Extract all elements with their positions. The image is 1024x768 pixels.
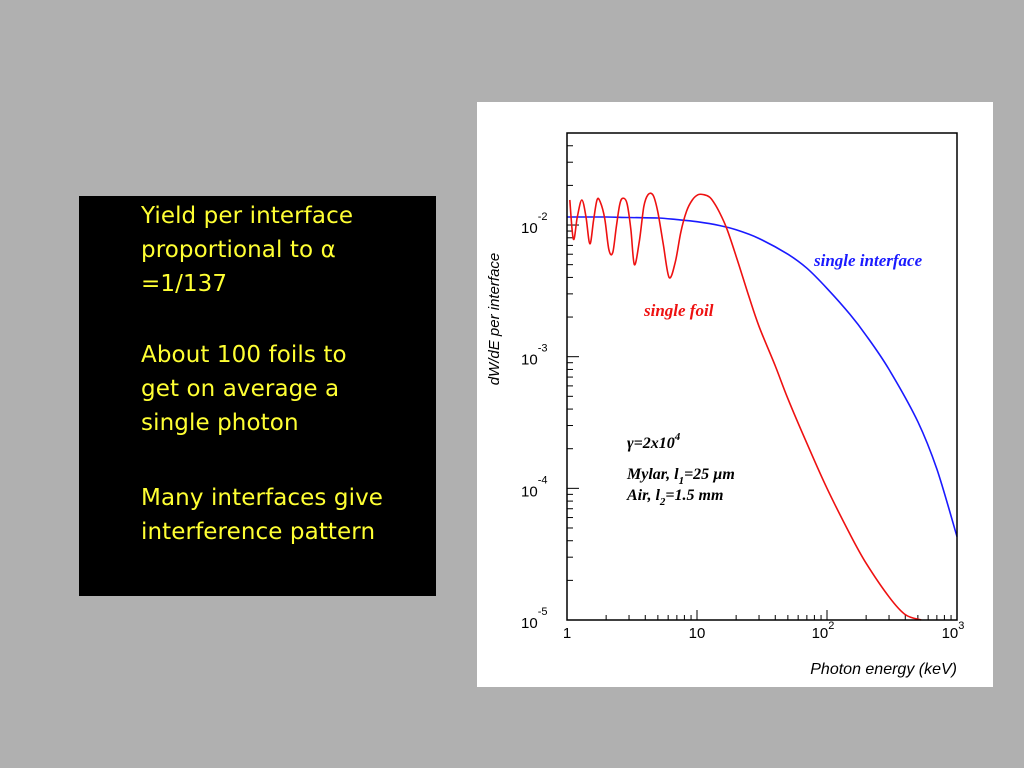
series-label-single-interface: single interface — [813, 251, 923, 270]
annotation-text: =1.5 mm — [665, 487, 723, 504]
annotation-text: Air, l — [626, 487, 660, 504]
text-line: Yield per interface — [141, 203, 354, 229]
x-tick-label: 103 — [942, 620, 965, 642]
y-tick-label: 10-3 — [521, 343, 547, 369]
text-line: interference pattern — [141, 519, 376, 545]
series-line-single-foil — [569, 192, 922, 621]
paragraph-interfaces: Many interfaces give interference patter… — [141, 481, 431, 549]
text-line: =1/137 — [141, 271, 228, 297]
y-axis-label: dW/dE per interface — [486, 253, 503, 386]
y-tick-label: 10-5 — [521, 606, 547, 632]
chart: 1 10 102 103 10-2 10-3 10-4 10-5 dW/dE per inte… — [486, 132, 964, 678]
text-line: single photon — [141, 410, 299, 436]
y-tick-label: 10-2 — [521, 211, 547, 237]
plot-frame — [566, 132, 958, 621]
annotation-text: Mylar, l — [626, 466, 679, 483]
text-line: About 100 foils to — [141, 342, 347, 368]
paragraph-foils: About 100 foils to get on average a sing… — [141, 338, 431, 440]
annotation-text: γ=2x10 — [627, 435, 675, 452]
x-tick-label: 102 — [812, 620, 835, 642]
x-tick-label: 10 — [689, 625, 706, 642]
x-tick-label: 1 — [563, 625, 571, 642]
annotation-text: =25 µm — [684, 466, 735, 483]
annotation-subscript: 2 — [659, 496, 666, 508]
annotation-mylar: Mylar, l1=25 µm — [626, 466, 735, 487]
series-layer — [566, 192, 958, 621]
series-label-single-foil: single foil — [643, 301, 714, 320]
chart-panel: 1 10 102 103 10-2 10-3 10-4 10-5 dW/dE per inte… — [477, 102, 993, 687]
paragraph-yield: Yield per interface proportional to α =1… — [141, 199, 431, 301]
x-axis-label: Photon energy (keV) — [810, 661, 957, 678]
annotation-superscript: 4 — [674, 431, 681, 443]
text-line: proportional to α — [141, 237, 336, 263]
annotation-subscript: 1 — [679, 475, 685, 487]
series-line-single-interface — [566, 216, 958, 537]
text-line: Many interfaces give — [141, 485, 384, 511]
text-line: get on average a — [141, 376, 340, 402]
annotation-gamma: γ=2x104 — [627, 431, 681, 452]
tick-labels: 1 10 102 103 10-2 10-3 10-4 10-5 — [521, 211, 964, 642]
annotation-air: Air, l2=1.5 mm — [626, 487, 723, 508]
tick-marks — [566, 132, 958, 621]
y-tick-label: 10-4 — [521, 474, 547, 500]
text-panel: Yield per interface proportional to α =1… — [79, 196, 436, 596]
